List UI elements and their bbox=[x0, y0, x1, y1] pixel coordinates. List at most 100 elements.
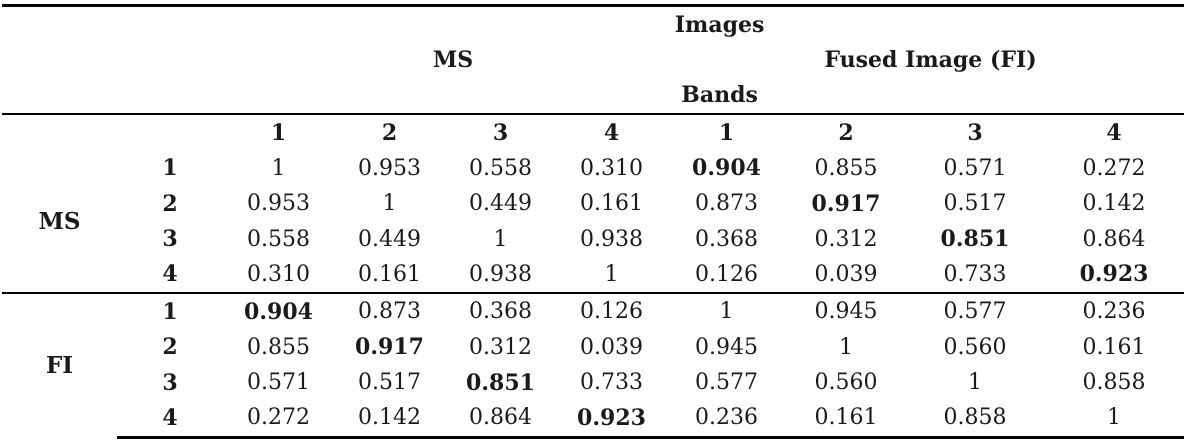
table-cell: 0.577 bbox=[695, 370, 758, 396]
table-row: 3 0.558 0.449 1 0.938 0.368 0.312 0.851 0.864 bbox=[2, 221, 1184, 256]
table-cell: 0.368 bbox=[445, 292, 556, 330]
correlation-table: Images MS Fused Image (FI) Bands 1 2 3 4 1 2 3… bbox=[2, 4, 1185, 439]
table-cell: 0.560 bbox=[943, 334, 1007, 360]
column-band-index: 4 bbox=[603, 119, 620, 146]
row-group-label: FI bbox=[2, 292, 117, 438]
header-row-bands: Bands bbox=[2, 77, 1185, 116]
row-band-index: 1 bbox=[117, 292, 223, 330]
row-band-index: 3 bbox=[162, 226, 178, 253]
column-band-index: 4 bbox=[1106, 119, 1122, 146]
images-header: Images bbox=[674, 11, 765, 38]
row-band-index: 3 bbox=[162, 369, 178, 396]
bands-header: Bands bbox=[223, 77, 1185, 116]
table-body: MS 1 1 0.953 0.558 0.310 0.904 0.855 0.571 0.272 2… bbox=[2, 151, 1185, 439]
table-cell: 0.938 bbox=[469, 261, 532, 287]
column-band-index: 1 bbox=[270, 119, 287, 146]
table-cell: 0.733 bbox=[580, 370, 643, 396]
table-cell: 1 bbox=[382, 191, 397, 217]
table-cell: 0.312 bbox=[469, 334, 532, 360]
row-band-index: 4 bbox=[162, 261, 178, 288]
table-cell: 0.126 bbox=[695, 261, 758, 287]
column-band-index: 3 bbox=[967, 119, 983, 146]
table-cell: 0.558 bbox=[469, 155, 532, 181]
table-cell: 1 bbox=[667, 292, 786, 330]
table-cell: 0.851 bbox=[940, 226, 1010, 253]
table-row: 4 0.310 0.161 0.938 1 0.126 0.039 0.733 0.923 bbox=[2, 257, 1184, 293]
table-cell: 0.558 bbox=[247, 226, 310, 252]
table-cell: 1 bbox=[604, 261, 619, 287]
table-cell: 1 bbox=[1044, 400, 1185, 439]
table-cell: 1 bbox=[968, 370, 982, 396]
table-cell: 0.855 bbox=[247, 334, 310, 360]
table-row: 3 0.571 0.517 0.851 0.733 0.577 0.560 1 0.858 bbox=[2, 365, 1184, 400]
table-cell: 0.945 bbox=[786, 292, 906, 330]
table-cell: 0.858 bbox=[1082, 370, 1146, 396]
table-row: MS 1 1 0.953 0.558 0.310 0.904 0.855 0.571 0.272 bbox=[2, 151, 1184, 235]
table-cell: 0.864 bbox=[1082, 226, 1146, 252]
table-cell: 0.571 bbox=[247, 370, 310, 396]
table-cell: 0.161 bbox=[1082, 334, 1146, 360]
table-row: FI 1 0.904 0.873 0.368 0.126 1 0.945 0.577 0.236 bbox=[2, 292, 1185, 438]
table-cell: 0.126 bbox=[556, 292, 667, 330]
row-group-label: MS bbox=[38, 207, 81, 235]
column-band-index: 2 bbox=[838, 119, 854, 146]
table-cell: 0.312 bbox=[814, 226, 878, 252]
table-cell: 0.923 bbox=[556, 400, 667, 439]
table-cell: 0.938 bbox=[580, 226, 643, 252]
row-band-index: 1 bbox=[162, 155, 178, 182]
table-cell: 0.039 bbox=[814, 261, 878, 287]
ms-header: MS bbox=[432, 47, 474, 74]
header-row-band-indices: 1 2 3 4 1 2 3 4 bbox=[2, 114, 1184, 150]
table-cell: 1 bbox=[839, 334, 853, 360]
table-cell: 0.577 bbox=[906, 292, 1044, 330]
table-cell: 0.039 bbox=[580, 334, 643, 360]
table-row: 2 0.953 1 0.449 0.161 0.873 0.917 0.517 0.142 bbox=[2, 186, 1184, 221]
table-cell: 0.368 bbox=[695, 226, 758, 252]
row-band-index: 4 bbox=[117, 400, 223, 439]
row-band-index: 2 bbox=[162, 334, 178, 361]
table-cell: 1 bbox=[271, 155, 286, 181]
table-cell: 0.517 bbox=[358, 370, 421, 396]
table-cell: 0.851 bbox=[466, 369, 535, 396]
table-cell: 1 bbox=[493, 226, 508, 252]
header-row-images: Images bbox=[2, 5, 1185, 43]
column-band-index: 1 bbox=[718, 119, 735, 146]
table-cell: 0.236 bbox=[1044, 292, 1185, 330]
column-band-index: 3 bbox=[492, 119, 509, 146]
table-cell: 0.236 bbox=[667, 400, 786, 439]
table-cell: 0.904 bbox=[223, 292, 334, 330]
table-cell: 0.161 bbox=[358, 261, 421, 287]
table-cell: 0.953 bbox=[247, 191, 310, 217]
column-band-index: 2 bbox=[381, 119, 398, 146]
table-cell: 0.904 bbox=[692, 155, 761, 182]
table-cell: 0.161 bbox=[786, 400, 906, 439]
table-cell: 0.310 bbox=[247, 261, 310, 287]
table-row: 2 0.855 0.917 0.312 0.039 0.945 1 0.560 0.161 bbox=[2, 330, 1184, 365]
table-cell: 0.449 bbox=[469, 191, 532, 217]
table-cell: 0.873 bbox=[334, 292, 445, 330]
table-cell: 0.161 bbox=[580, 191, 643, 217]
table-cell: 0.310 bbox=[580, 155, 643, 181]
table-cell: 0.142 bbox=[1082, 191, 1146, 217]
table-cell: 0.733 bbox=[943, 261, 1007, 287]
table-cell: 0.855 bbox=[814, 155, 878, 181]
table-cell: 0.923 bbox=[1079, 261, 1149, 288]
header-row-groups: MS Fused Image (FI) bbox=[2, 42, 1184, 77]
table-cell: 0.272 bbox=[223, 400, 334, 439]
table-cell: 0.449 bbox=[358, 226, 421, 252]
table-cell: 0.917 bbox=[355, 334, 424, 361]
table-cell: 0.917 bbox=[811, 190, 881, 217]
table-cell: 0.517 bbox=[943, 191, 1007, 217]
table-cell: 0.142 bbox=[334, 400, 445, 439]
table-cell: 0.272 bbox=[1082, 155, 1146, 181]
table-cell: 0.873 bbox=[695, 191, 758, 217]
table-header: Images MS Fused Image (FI) Bands 1 2 3 4 1 2 3… bbox=[2, 5, 1185, 151]
row-band-index: 2 bbox=[162, 190, 178, 217]
table-row: 4 0.272 0.142 0.864 0.923 0.236 0.161 0.858 1 bbox=[2, 400, 1185, 439]
table-cell: 0.864 bbox=[445, 400, 556, 439]
table-cell: 0.953 bbox=[358, 155, 421, 181]
table-cell: 0.858 bbox=[906, 400, 1044, 439]
table-cell: 0.560 bbox=[814, 370, 878, 396]
table-cell: 0.945 bbox=[695, 334, 758, 360]
